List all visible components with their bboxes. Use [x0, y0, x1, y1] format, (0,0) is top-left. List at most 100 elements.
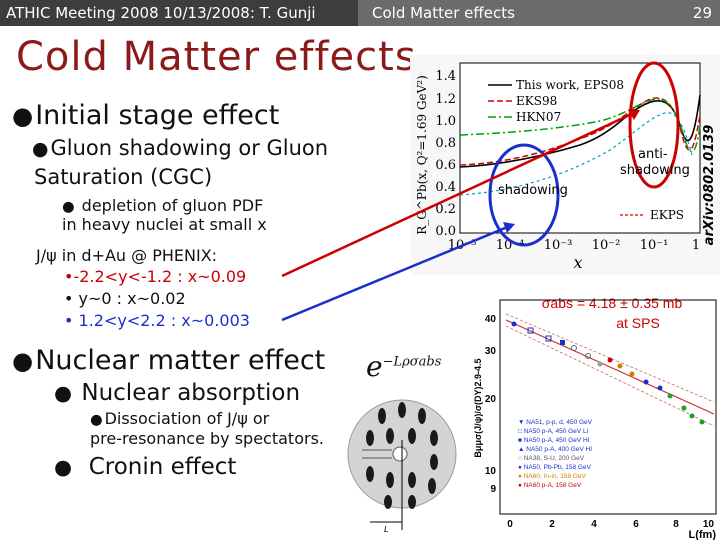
bullet-nuclear-absorption: ● Nuclear absorption — [54, 380, 300, 406]
page-number: 29 — [692, 4, 712, 22]
xtick-label: 1 — [692, 238, 700, 253]
legend-entry: □ NA50 p-A, 450 GeV LI — [518, 428, 589, 435]
plot-xlabel: x — [573, 253, 582, 272]
legend-entry: ▲ NA50 p-A, 400 GeV HI — [518, 446, 592, 453]
xtick-label: 10⁻¹ — [640, 238, 669, 253]
data-point — [597, 361, 603, 367]
blue-arrow — [281, 224, 511, 322]
bullet-text: depletion of gluon PDF — [81, 196, 264, 215]
bullet-cronin: ● Cronin effect — [54, 454, 236, 480]
nucleon — [428, 478, 436, 494]
antishadowing-label: shadowing — [620, 163, 690, 178]
bullet-initial-stage: ●Initial stage effect — [12, 100, 279, 131]
length-label: L — [384, 525, 388, 532]
legend-entry: EKPS — [650, 208, 684, 222]
ytick-label: 40 — [485, 314, 497, 325]
sps-data-points — [511, 321, 705, 425]
data-point — [571, 345, 577, 351]
data-point — [511, 321, 517, 327]
fit-line — [505, 319, 715, 415]
sps-plot: σabs = 4.18 ± 0.35 mb at SPS 40 30 20 10… — [470, 292, 720, 541]
legend-entry-text: NA60 p-A, 158 GeV — [524, 482, 582, 489]
legend-entry: EKS98 — [516, 94, 557, 108]
legend-entry: ● NA60, In-In, 158 GeV — [518, 473, 587, 480]
bullet-dot-icon: ● — [32, 138, 49, 160]
header-left-text: ATHIC Meeting 2008 10/13/2008: T. Gunji — [0, 0, 358, 26]
slide-title: Cold Matter effects — [16, 34, 417, 80]
data-point — [657, 385, 663, 391]
nucleon — [366, 466, 374, 482]
ytick-label: 1.2 — [435, 92, 456, 107]
header-right: Cold Matter effects 29 — [358, 0, 720, 26]
plot-yticks: 1.4 1.2 1.0 0.8 0.6 0.4 0.2 0.0 — [435, 69, 456, 239]
sigma-abs-sublabel: at SPS — [616, 315, 660, 331]
sps-legend: ▼ NA51, p-p, d, 450 GeV □ NA50 p-A, 450 … — [518, 419, 593, 489]
sps-xlabel: L(fm) — [689, 529, 717, 540]
data-point — [681, 405, 687, 411]
curve-eks98 — [459, 97, 701, 166]
jpsi-range-mid: • y~0 : x~0.02 — [64, 289, 186, 308]
legend-entry: ▼ NA51, p-p, d, 450 GeV — [518, 419, 593, 426]
bullet-dot-icon: ● — [12, 101, 34, 130]
legend-entry-text: NA50 p-A, 400 GeV HI — [526, 446, 592, 453]
nucleon — [418, 408, 426, 424]
xtick-label: 6 — [633, 519, 639, 530]
bullet-nuclear-matter: ●Nuclear matter effect — [12, 345, 325, 376]
nucleon — [378, 408, 386, 424]
plot-legend: This work, EPS08 EKS98 HKN07 EKPS — [488, 78, 684, 222]
nucleon — [408, 472, 416, 488]
nucleon — [386, 428, 394, 444]
fit-band-lower — [505, 325, 715, 427]
bullet-text: Nuclear matter effect — [35, 345, 326, 376]
data-point — [617, 363, 623, 369]
plot-frame — [459, 62, 701, 234]
bullet-text-continuation: in heavy nuclei at small x — [62, 215, 267, 234]
nucleon — [398, 402, 406, 418]
ytick-label: 10 — [485, 466, 497, 477]
data-point — [629, 371, 635, 377]
sps-plot-svg: σabs = 4.18 ± 0.35 mb at SPS 40 30 20 10… — [473, 295, 717, 541]
bullet-text: Gluon shadowing or Gluon — [50, 136, 329, 160]
nucleon — [366, 430, 374, 446]
ytick-label: 20 — [485, 394, 497, 405]
data-point — [699, 419, 705, 425]
jpsi-range-backward: •-2.2<y<-1.2 : x~0.09 — [64, 267, 247, 286]
bullet-dot-icon: ● — [90, 412, 103, 428]
data-point — [545, 335, 552, 342]
antishadowing-label: anti- — [638, 147, 668, 162]
bullet-text: Nuclear absorption — [81, 380, 301, 406]
ytick-label: 0.0 — [435, 224, 456, 239]
bullet-text: Initial stage effect — [35, 100, 280, 131]
shadowing-plot-svg: 1.4 1.2 1.0 0.8 0.6 0.4 0.2 0.0 10⁻⁵ 10⁻… — [410, 55, 720, 275]
xtick-label: 10⁻² — [592, 238, 621, 253]
red-arrow — [281, 110, 637, 278]
legend-entry: ■ NA50 p-A, 450 GeV HI — [518, 437, 590, 444]
jpsi-range-text: 1.2<y<2.2 : x~0.003 — [78, 311, 250, 330]
sigma-abs-label: σabs = 4.18 ± 0.35 mb — [542, 295, 683, 311]
bullet-dot-icon: ● — [12, 346, 34, 375]
jpsi-range-text: -2.2<y<-1.2 : x~0.09 — [73, 267, 247, 286]
legend-entry: ● NA50, Pb-Pb, 158 GeV — [518, 464, 592, 471]
plot-ylabel: R_G^Pb(x, Q²=1.69 GeV²) — [415, 75, 429, 235]
jpsi-heading: J/ψ in d+Au @ PHENIX: — [36, 246, 218, 265]
sps-yticks: 40 30 20 10 9 — [485, 314, 497, 495]
arxiv-label: arXiv:0802.0139 — [702, 125, 717, 246]
nucleons — [366, 402, 438, 509]
sps-ylabel: Bμμσ(J/ψ)/σ(DY)2.9-4.5 — [473, 358, 483, 457]
data-point — [607, 357, 613, 363]
legend-entry: HKN07 — [516, 110, 561, 124]
nucleon — [386, 472, 394, 488]
curve-extra — [459, 112, 693, 196]
bullet-gluon-shadowing: ●Gluon shadowing or Gluon — [32, 136, 328, 160]
bullet-text: Dissociation of J/ψ or — [104, 409, 270, 428]
xtick-label: 8 — [673, 519, 679, 530]
bullet-text-continuation: pre-resonance by spectators. — [90, 429, 324, 448]
bullet-dissociation: ● Dissociation of J/ψ or — [90, 409, 269, 428]
data-point — [643, 379, 649, 385]
legend-entry-text: NA50 p-A, 450 GeV HI — [524, 437, 590, 444]
sps-frame — [499, 299, 717, 515]
bullet-depletion: ● depletion of gluon PDF — [62, 196, 263, 215]
bullet-text-continuation: Saturation (CGC) — [34, 165, 213, 189]
xtick-label: 10 — [703, 519, 715, 530]
